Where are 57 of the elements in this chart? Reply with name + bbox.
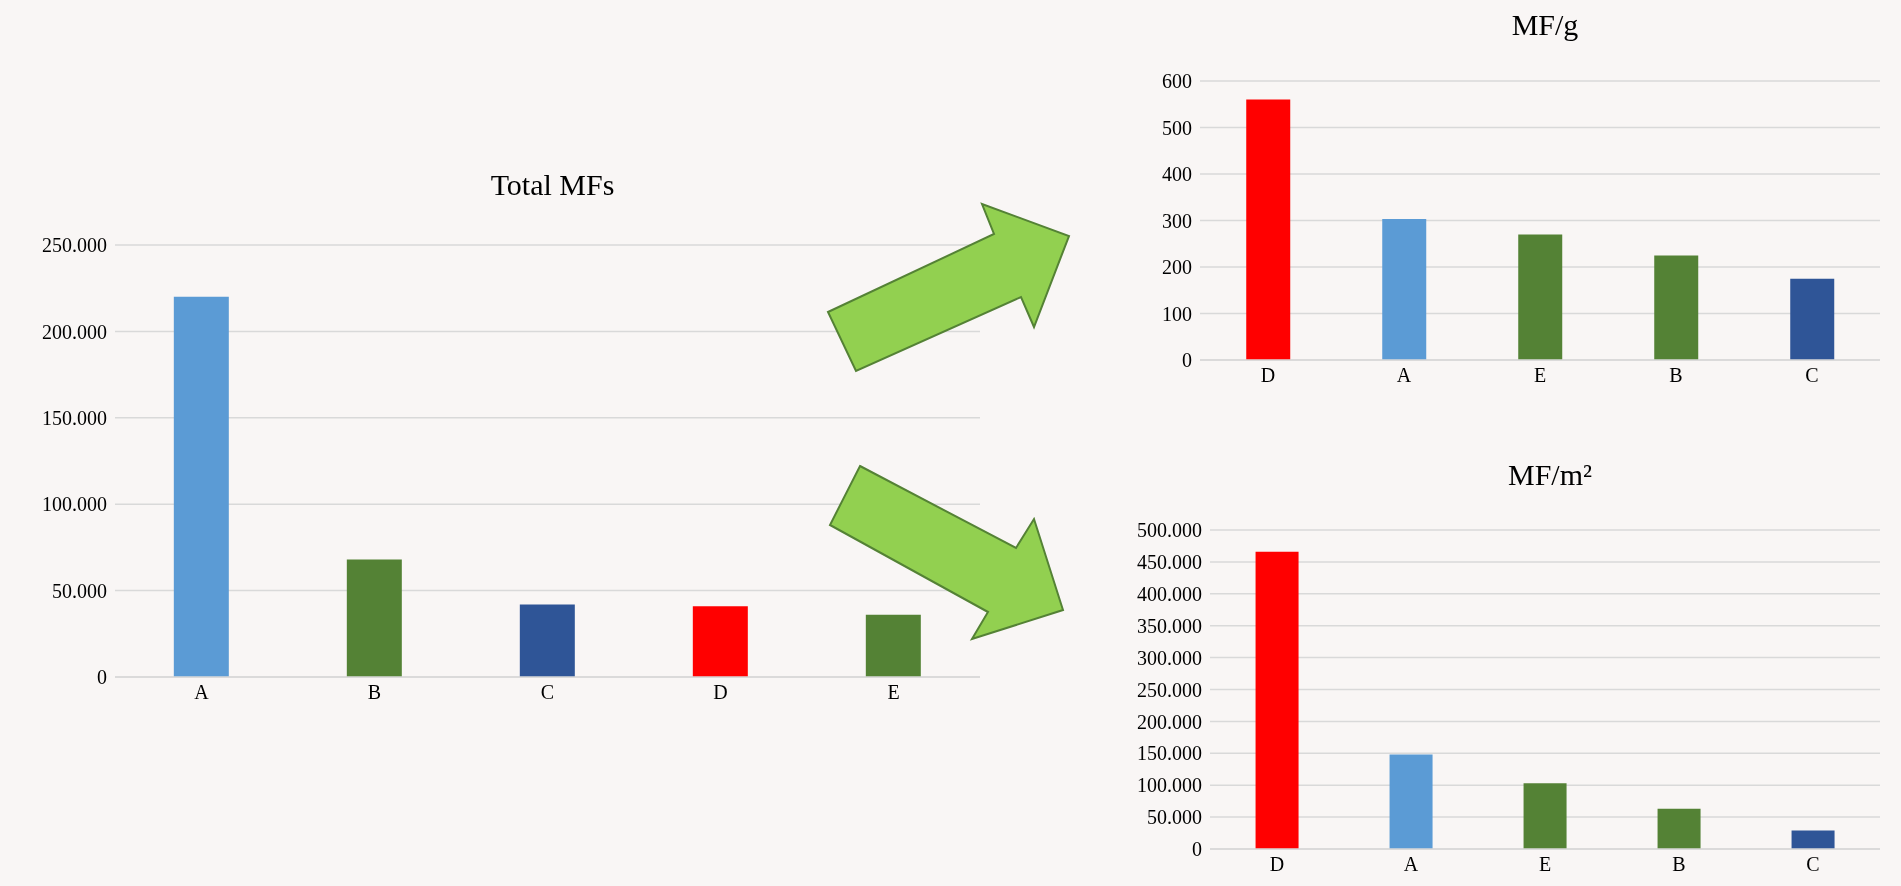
chart-title: MF/g: [1510, 7, 1580, 43]
bar: [1654, 255, 1699, 360]
y-tick-label: 100.000: [1137, 774, 1202, 797]
bar: [1790, 278, 1835, 360]
x-tick-label: B: [1672, 853, 1686, 876]
bar: [173, 296, 229, 677]
bar: [1523, 783, 1567, 849]
y-tick-label: 200.000: [42, 320, 107, 343]
bar: [1382, 219, 1427, 360]
y-tick-label: 0: [97, 666, 107, 689]
x-tick-label: C: [540, 681, 555, 704]
x-tick-label: E: [1533, 364, 1547, 387]
y-tick-label: 50.000: [52, 579, 107, 602]
y-tick-label: 50.000: [1147, 806, 1202, 829]
y-tick-label: 200.000: [1137, 710, 1202, 733]
chart-title: MF/m²: [1507, 457, 1593, 493]
y-tick-label: 500: [1162, 116, 1192, 139]
x-tick-label: D: [1269, 853, 1285, 876]
bar: [1518, 234, 1563, 360]
bar: [519, 604, 575, 677]
bar: [346, 559, 402, 677]
y-tick-label: 150.000: [1137, 742, 1202, 765]
x-tick-label: A: [1403, 853, 1419, 876]
x-tick-label: B: [367, 681, 382, 704]
chart-title: Total MFs: [489, 167, 616, 203]
y-tick-label: 350.000: [1137, 614, 1202, 637]
y-tick-label: 100.000: [42, 493, 107, 516]
bar: [1246, 99, 1291, 360]
y-tick-label: 200: [1162, 256, 1192, 279]
y-tick-label: 500.000: [1137, 519, 1202, 542]
x-tick-label: E: [887, 681, 900, 704]
bar: [865, 614, 921, 677]
x-tick-label: C: [1806, 853, 1820, 876]
y-tick-label: 450.000: [1137, 551, 1202, 573]
x-tick-label: B: [1669, 364, 1683, 387]
y-tick-label: 250.000: [1137, 678, 1202, 701]
bar: [1389, 754, 1433, 849]
y-tick-label: 100: [1162, 302, 1192, 325]
y-tick-label: 300: [1162, 209, 1192, 232]
x-tick-label: A: [1396, 364, 1412, 387]
y-tick-label: 300.000: [1137, 646, 1202, 669]
y-tick-label: 150.000: [42, 406, 107, 429]
y-tick-label: 600: [1162, 70, 1192, 93]
bar: [1791, 830, 1835, 849]
bar: [1255, 551, 1299, 849]
x-tick-label: A: [194, 681, 210, 704]
y-tick-label: 0: [1182, 349, 1192, 372]
y-tick-label: 250.000: [42, 234, 107, 257]
y-tick-label: 0: [1192, 838, 1202, 861]
x-tick-label: D: [1260, 364, 1276, 387]
x-tick-label: E: [1538, 853, 1552, 876]
bar: [692, 606, 748, 677]
x-tick-label: C: [1805, 364, 1819, 387]
bar: [1657, 808, 1701, 849]
y-tick-label: 400.000: [1137, 582, 1202, 605]
x-tick-label: D: [713, 681, 728, 704]
y-tick-label: 400: [1162, 163, 1192, 186]
